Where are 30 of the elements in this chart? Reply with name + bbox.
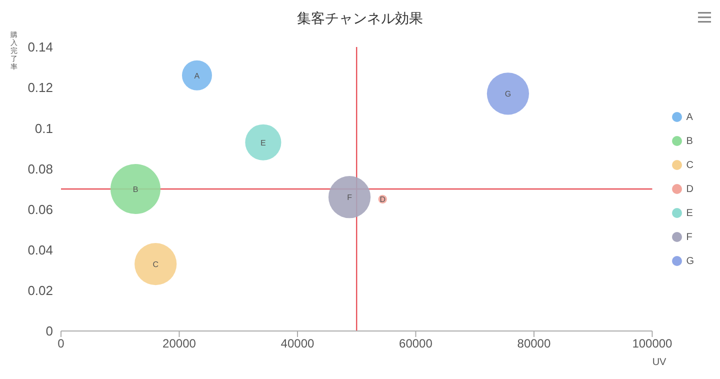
y-tick-label: 0.14 [28,40,53,55]
y-tick-label: 0.1 [34,120,53,136]
x-tick-label: 100000 [632,336,673,351]
legend-label: B [686,136,693,146]
legend-label: F [686,232,692,242]
text: F [347,193,352,202]
x-tick-label: 80000 [517,336,551,351]
legend-label: A [686,112,693,122]
y-tick-label: 0.06 [28,202,53,217]
y-tick-label: 0.12 [28,80,53,96]
y-tick-label: 0 [46,324,53,339]
text: G [504,90,512,99]
text: D [380,195,386,204]
legend-label: G [686,256,694,266]
y-tick-label: 0.08 [28,161,53,176]
x-tick-label: 40000 [280,336,314,351]
legend-label: C [686,160,694,170]
x-tick-label: 20000 [162,336,196,351]
legend-label: D [686,184,694,194]
x-axis-title: UV [652,357,667,368]
text: A [194,71,200,80]
x-tick-label: 0 [58,336,65,351]
text: C [152,260,158,270]
y-tick-label: 0.02 [28,283,53,298]
text: B [132,185,138,194]
y-tick-label: 0.04 [28,242,53,258]
x-tick-label: 60000 [399,336,433,351]
legend-label: E [686,208,693,218]
chart-title: 集客チャンネル効果 [296,10,424,28]
text: E [260,138,266,148]
